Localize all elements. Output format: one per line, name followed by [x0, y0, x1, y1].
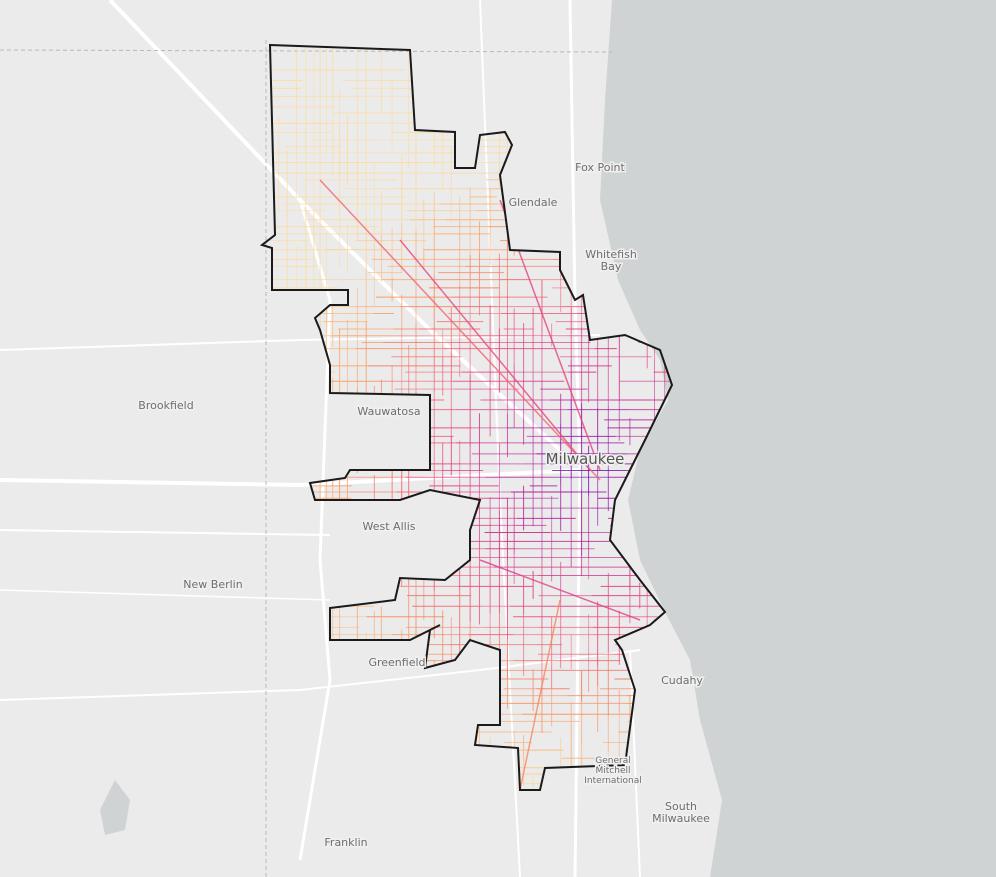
place-label-line: Greenfield [368, 656, 425, 669]
road [0, 649, 641, 701]
place-labels: Fox Point Glendale Whitefish Bay Brookfield W… [137, 160, 712, 851]
road [0, 529, 331, 536]
street [319, 179, 601, 481]
place-label: Milwaukee [546, 450, 625, 468]
place-label: General Mitchell International [584, 756, 641, 786]
place-label-line: Milwaukee [652, 812, 710, 825]
place-label: Whitefish Bay [585, 248, 637, 273]
street [479, 559, 641, 621]
place-label-line: Wauwatosa [357, 405, 420, 418]
place-label: New Berlin [183, 578, 242, 591]
street [519, 599, 561, 790]
place-label: Glendale [509, 196, 558, 209]
place-label-line: South [665, 800, 697, 813]
place-label: Wauwatosa [357, 405, 420, 418]
lake-michigan [600, 0, 996, 877]
place-label-line: Brookfield [138, 399, 193, 412]
place-label-line: General [595, 756, 630, 766]
place-label: Greenfield [368, 656, 425, 669]
place-label-line: New Berlin [183, 578, 242, 591]
road [0, 589, 331, 601]
pond [100, 780, 130, 835]
place-label-line: Cudahy [661, 674, 703, 687]
highway [568, 0, 582, 877]
highway [0, 468, 581, 488]
place-label: Cudahy [661, 674, 703, 687]
road [0, 334, 601, 351]
place-label-line: Whitefish [585, 248, 637, 261]
place-label-line: Bay [601, 260, 622, 273]
place-label-line: Fox Point [575, 161, 625, 174]
place-label-line: Glendale [509, 196, 558, 209]
road [629, 649, 641, 877]
place-label-line: Franklin [324, 836, 367, 849]
place-label: South Milwaukee [652, 800, 710, 825]
place-label: Fox Point [575, 161, 625, 174]
place-label-line: International [584, 776, 641, 786]
place-label: Franklin [324, 836, 367, 849]
street [399, 239, 591, 471]
place-label-line: Mitchell [596, 766, 631, 776]
place-label: West Allis [363, 520, 416, 533]
place-label: Brookfield [138, 399, 193, 412]
place-label-line: West Allis [363, 520, 416, 533]
place-label-line: Milwaukee [546, 450, 625, 468]
